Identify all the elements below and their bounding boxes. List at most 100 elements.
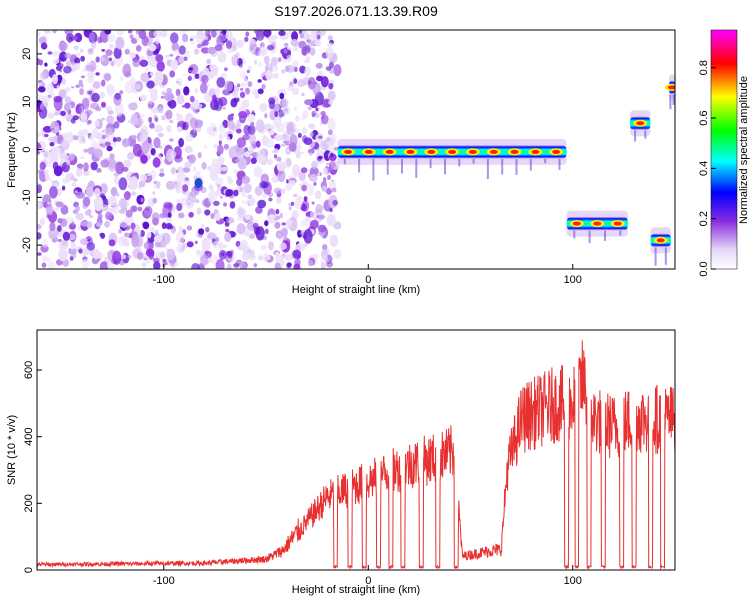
noise-speck	[116, 192, 120, 197]
noise-speck	[202, 199, 208, 207]
noise-speck	[315, 107, 319, 112]
noise-speck	[64, 52, 72, 59]
x-tick-label: -100	[153, 274, 175, 286]
noise-speck	[152, 157, 161, 168]
noise-speck	[107, 196, 117, 206]
noise-speck	[211, 241, 220, 249]
noise-speck	[196, 207, 202, 215]
noise-speck	[234, 94, 239, 99]
noise-speck	[47, 261, 56, 269]
noise-speck	[207, 232, 217, 240]
noise-speck	[75, 52, 80, 57]
noise-speck	[192, 129, 196, 133]
noise-speck	[163, 201, 173, 209]
noise-speck	[250, 157, 257, 164]
noise-speck	[49, 142, 55, 147]
noise-speck	[250, 113, 255, 117]
noise-speck	[79, 48, 84, 53]
y-tick-label: 0	[23, 567, 35, 573]
noise-speck	[297, 195, 303, 202]
noise-speck	[75, 205, 80, 212]
noise-speck	[277, 157, 282, 162]
noise-speck	[140, 113, 145, 118]
noise-speck	[225, 189, 234, 197]
noise-speck	[81, 129, 89, 136]
noise-speck	[74, 190, 78, 194]
noise-speck	[47, 202, 51, 205]
noise-speck	[216, 30, 222, 34]
noise-speck	[208, 123, 218, 138]
noise-speck	[170, 59, 179, 71]
noise-speck	[146, 80, 155, 89]
noise-speck	[176, 170, 186, 182]
noise-speck	[207, 46, 216, 55]
noise-speck	[55, 125, 60, 133]
noise-speck	[217, 183, 221, 189]
noise-speck	[221, 166, 228, 172]
noise-speck	[189, 117, 198, 130]
noise-speck	[157, 106, 164, 114]
noise-speck	[105, 49, 113, 56]
y-tick-label: -10	[21, 189, 33, 205]
noise-speck	[258, 61, 263, 68]
noise-speck	[248, 197, 256, 206]
noise-speck	[279, 212, 284, 219]
noise-speck	[293, 193, 298, 198]
noise-speck	[118, 198, 128, 209]
noise-speck	[310, 211, 315, 218]
noise-speck	[165, 109, 173, 120]
noise-speck	[80, 111, 88, 122]
noise-speck	[125, 209, 133, 218]
noise-speck	[226, 217, 235, 224]
noise-speck	[322, 98, 331, 107]
noise-speck	[238, 111, 248, 119]
noise-speck	[44, 169, 49, 176]
noise-speck	[250, 121, 255, 126]
noise-speck	[180, 197, 188, 206]
noise-speck	[218, 249, 227, 260]
noise-speck	[60, 110, 66, 116]
noise-speck	[176, 94, 185, 105]
noise-speck	[57, 225, 62, 232]
noise-speck	[48, 233, 57, 240]
noise-speck	[283, 235, 288, 241]
noise-speck	[240, 82, 247, 88]
noise-speck	[55, 231, 60, 236]
noise-speck	[287, 257, 292, 262]
noise-speck	[101, 134, 106, 140]
snr-series-line	[37, 340, 675, 570]
colorbar-label: Normalized spectral amplitude	[738, 76, 750, 224]
noise-speck	[279, 92, 285, 100]
noise-speck	[39, 103, 45, 111]
noise-speck	[92, 248, 101, 260]
noise-speck	[314, 253, 319, 260]
noise-speck	[217, 51, 227, 63]
noise-speck	[104, 30, 112, 35]
noise-speck	[44, 62, 48, 67]
noise-speck	[185, 117, 191, 122]
colorbar: 0.0 0.2 0.4 0.6 0.8 Normalized spectral ampl…	[698, 29, 750, 277]
noise-speck	[219, 195, 223, 199]
noise-speck	[182, 121, 189, 131]
noise-speck	[286, 64, 295, 73]
noise-speck	[150, 89, 158, 102]
noise-speck	[275, 208, 280, 215]
noise-speck	[321, 185, 327, 192]
noise-speck	[317, 155, 323, 160]
noise-speck	[39, 161, 46, 171]
noise-speck	[239, 261, 247, 269]
noise-speck	[284, 184, 293, 191]
noise-speck	[301, 127, 308, 135]
noise-speck	[309, 131, 314, 138]
noise-speck	[233, 189, 239, 197]
noise-speck	[64, 103, 71, 112]
noise-speck	[117, 30, 124, 36]
noise-speck	[44, 133, 49, 138]
noise-speck	[262, 193, 267, 198]
noise-speck	[135, 45, 142, 52]
noise-speck	[194, 240, 198, 245]
noise-speck	[233, 169, 238, 174]
noise-speck	[302, 110, 308, 120]
noise-speck	[131, 135, 137, 140]
y-tick-label: 200	[23, 494, 35, 512]
